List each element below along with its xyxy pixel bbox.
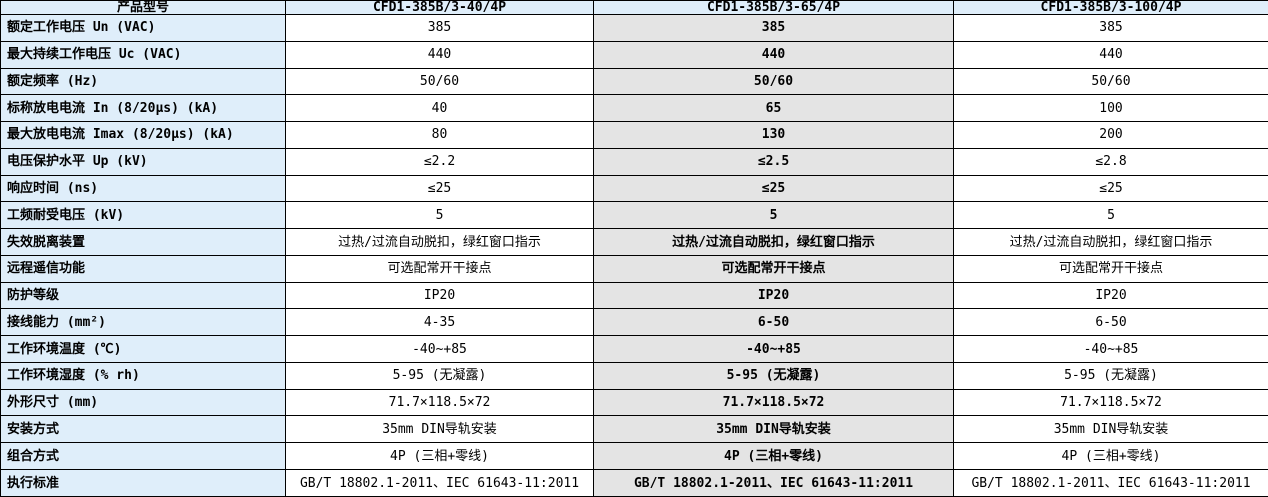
row-label-cell: 最大持续工作电压 Uc (VAC) [0, 40, 286, 69]
column-header-product-model: 产品型号 [0, 0, 286, 15]
value-cell: 可选配常开干接点 [285, 254, 594, 283]
value-cell: 5-95 (无凝露) [285, 361, 594, 390]
row-label-cell: 额定频率 (Hz) [0, 67, 286, 96]
value-cell: GB/T 18802.1-2011、IEC 61643-11:2011 [953, 469, 1268, 497]
row-label-cell: 最大放电电流 Imax (8/20μs) (kA) [0, 121, 286, 149]
value-cell: 50/60 [953, 67, 1268, 96]
value-cell: 71.7×118.5×72 [285, 388, 594, 417]
row-label-cell: 安装方式 [0, 415, 286, 444]
value-cell: 35mm DIN导轨安装 [953, 415, 1268, 444]
row-label-cell: 响应时间 (ns) [0, 174, 286, 203]
value-cell: 过热/过流自动脱扣，绿红窗口指示 [593, 228, 954, 256]
table-row: 响应时间 (ns) ≤25 ≤25 ≤25 [0, 174, 1268, 203]
table-row: 接线能力 (mm²) 4-35 6-50 6-50 [0, 308, 1268, 337]
value-cell: ≤25 [593, 174, 954, 203]
table-row: 工作环境湿度 (% rh) 5-95 (无凝露) 5-95 (无凝露) 5-95 (无… [0, 361, 1268, 390]
value-cell: 80 [285, 121, 594, 149]
value-cell: -40~+85 [285, 335, 594, 363]
value-cell: 6-50 [593, 308, 954, 337]
value-cell: 5-95 (无凝露) [953, 361, 1268, 390]
value-cell: 71.7×118.5×72 [953, 388, 1268, 417]
value-cell: 385 [953, 14, 1268, 42]
value-cell: IP20 [953, 281, 1268, 310]
row-label-cell: 工频耐受电压 (kV) [0, 201, 286, 230]
value-cell: 可选配常开干接点 [953, 254, 1268, 283]
table-row: 标称放电电流 In (8/20μs) (kA) 40 65 100 [0, 94, 1268, 123]
table-row: 失效脱离装置 过热/过流自动脱扣，绿红窗口指示 过热/过流自动脱扣，绿红窗口指示 过热… [0, 228, 1268, 256]
spec-table-body: 额定工作电压 Un (VAC) 385 385 385 最大持续工作电压 Uc (VAC… [0, 14, 1268, 497]
value-cell: 过热/过流自动脱扣，绿红窗口指示 [953, 228, 1268, 256]
value-cell: ≤25 [953, 174, 1268, 203]
value-cell: 385 [593, 14, 954, 42]
row-label-cell: 工作环境湿度 (% rh) [0, 361, 286, 390]
table-row: 执行标准 GB/T 18802.1-2011、IEC 61643-11:2011 G… [0, 469, 1268, 497]
value-cell: 4P (三相+零线) [593, 442, 954, 471]
value-cell: 可选配常开干接点 [593, 254, 954, 283]
value-cell: 130 [593, 121, 954, 149]
value-cell: 440 [953, 40, 1268, 69]
value-cell: IP20 [285, 281, 594, 310]
value-cell: 100 [953, 94, 1268, 123]
value-cell: 35mm DIN导轨安装 [593, 415, 954, 444]
value-cell: 4P (三相+零线) [285, 442, 594, 471]
value-cell: 71.7×118.5×72 [593, 388, 954, 417]
row-label-cell: 电压保护水平 Up (kV) [0, 147, 286, 176]
table-row: 最大放电电流 Imax (8/20μs) (kA) 80 130 200 [0, 121, 1268, 149]
value-cell: IP20 [593, 281, 954, 310]
value-cell: 50/60 [285, 67, 594, 96]
row-label-cell: 工作环境温度 (℃) [0, 335, 286, 363]
value-cell: 5 [285, 201, 594, 230]
value-cell: -40~+85 [953, 335, 1268, 363]
table-row: 额定频率 (Hz) 50/60 50/60 50/60 [0, 67, 1268, 96]
value-cell: 5 [593, 201, 954, 230]
value-cell: ≤2.2 [285, 147, 594, 176]
value-cell: ≤2.5 [593, 147, 954, 176]
value-cell: 200 [953, 121, 1268, 149]
row-label-cell: 额定工作电压 Un (VAC) [0, 14, 286, 42]
value-cell: 5 [953, 201, 1268, 230]
value-cell: GB/T 18802.1-2011、IEC 61643-11:2011 [285, 469, 594, 497]
value-cell: 5-95 (无凝露) [593, 361, 954, 390]
spec-table-header-row: 产品型号 CFD1-385B/3-40/4P CFD1-385B/3-65/4P CF… [0, 0, 1268, 15]
value-cell: 50/60 [593, 67, 954, 96]
row-label-cell: 执行标准 [0, 469, 286, 497]
table-row: 远程遥信功能 可选配常开干接点 可选配常开干接点 可选配常开干接点 [0, 254, 1268, 283]
table-row: 组合方式 4P (三相+零线) 4P (三相+零线) 4P (三相+零线) [0, 442, 1268, 471]
row-label-cell: 标称放电电流 In (8/20μs) (kA) [0, 94, 286, 123]
value-cell: 40 [285, 94, 594, 123]
column-header-model: CFD1-385B/3-65/4P [593, 0, 954, 15]
value-cell: GB/T 18802.1-2011、IEC 61643-11:2011 [593, 469, 954, 497]
table-row: 工频耐受电压 (kV) 5 5 5 [0, 201, 1268, 230]
value-cell: ≤2.8 [953, 147, 1268, 176]
table-row: 额定工作电压 Un (VAC) 385 385 385 [0, 14, 1268, 42]
column-header-model: CFD1-385B/3-100/4P [953, 0, 1268, 15]
table-row: 防护等级 IP20 IP20 IP20 [0, 281, 1268, 310]
value-cell: 440 [593, 40, 954, 69]
value-cell: 440 [285, 40, 594, 69]
table-row: 外形尺寸 (mm) 71.7×118.5×72 71.7×118.5×72 71.7×… [0, 388, 1268, 417]
table-row: 电压保护水平 Up (kV) ≤2.2 ≤2.5 ≤2.8 [0, 147, 1268, 176]
row-label-cell: 远程遥信功能 [0, 254, 286, 283]
row-label-cell: 接线能力 (mm²) [0, 308, 286, 337]
value-cell: 4P (三相+零线) [953, 442, 1268, 471]
value-cell: 65 [593, 94, 954, 123]
value-cell: 4-35 [285, 308, 594, 337]
row-label-cell: 外形尺寸 (mm) [0, 388, 286, 417]
value-cell: ≤25 [285, 174, 594, 203]
row-label-cell: 失效脱离装置 [0, 228, 286, 256]
value-cell: 过热/过流自动脱扣，绿红窗口指示 [285, 228, 594, 256]
row-label-cell: 组合方式 [0, 442, 286, 471]
table-row: 最大持续工作电压 Uc (VAC) 440 440 440 [0, 40, 1268, 69]
value-cell: 385 [285, 14, 594, 42]
column-header-model: CFD1-385B/3-40/4P [285, 0, 594, 15]
table-row: 安装方式 35mm DIN导轨安装 35mm DIN导轨安装 35mm DIN导轨安装 [0, 415, 1268, 444]
row-label-cell: 防护等级 [0, 281, 286, 310]
table-row: 工作环境温度 (℃) -40~+85 -40~+85 -40~+85 [0, 335, 1268, 363]
value-cell: 35mm DIN导轨安装 [285, 415, 594, 444]
value-cell: -40~+85 [593, 335, 954, 363]
value-cell: 6-50 [953, 308, 1268, 337]
